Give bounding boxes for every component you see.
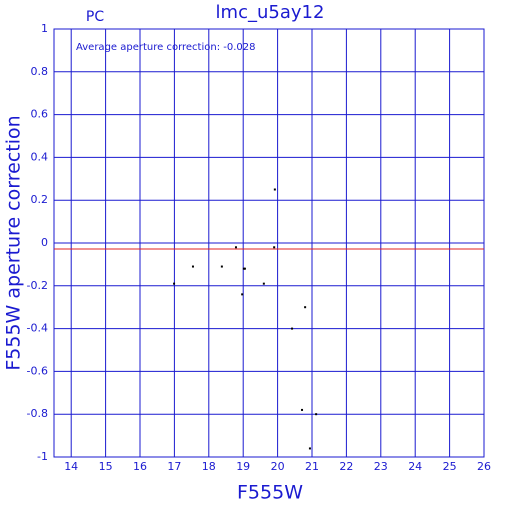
point [273, 246, 276, 249]
chart-subtitle: PC [86, 9, 104, 25]
y-tick-label: -0.8 [27, 407, 48, 420]
x-tick-label: 22 [339, 460, 353, 473]
y-tick-label: -0.6 [27, 364, 48, 377]
y-tick-label: 0.2 [31, 193, 49, 206]
y-tick-label: -0.2 [27, 279, 48, 292]
point [304, 306, 307, 309]
y-tick-label: 1 [41, 22, 48, 35]
x-tick-label: 24 [408, 460, 422, 473]
x-tick-label: 26 [477, 460, 491, 473]
point [220, 265, 223, 268]
point [242, 267, 245, 270]
point [308, 447, 311, 450]
point [301, 408, 304, 411]
point [262, 282, 265, 285]
point [315, 413, 318, 416]
y-tick-label: -0.4 [27, 322, 48, 335]
x-tick-label: 19 [236, 460, 250, 473]
x-tick-label: 15 [99, 460, 113, 473]
x-tick-label: 16 [133, 460, 147, 473]
y-tick-label: 0.8 [31, 65, 49, 78]
x-tick-label: 17 [167, 460, 181, 473]
chart-title: lmc_u5ay12 [216, 2, 325, 23]
x-tick-label: 21 [305, 460, 319, 473]
y-axis-label: F555W aperture correction [3, 115, 25, 370]
x-tick-label: 25 [443, 460, 457, 473]
point [191, 265, 194, 268]
point [241, 293, 244, 296]
y-tick-label: -1 [37, 450, 48, 463]
x-tick-label: 20 [271, 460, 285, 473]
y-tick-label: 0 [41, 236, 48, 249]
point [243, 267, 246, 270]
y-tick-label: 0.4 [31, 150, 49, 163]
x-tick-label: 18 [202, 460, 216, 473]
point [291, 327, 294, 330]
point [234, 246, 237, 249]
annotation: Average aperture correction: -0.028 [76, 42, 256, 53]
x-tick-label: 14 [64, 460, 78, 473]
x-tick-label: 23 [374, 460, 388, 473]
point [273, 188, 276, 191]
point [173, 282, 176, 285]
x-axis-label: F555W [237, 482, 303, 504]
y-tick-label: 0.6 [31, 108, 49, 121]
